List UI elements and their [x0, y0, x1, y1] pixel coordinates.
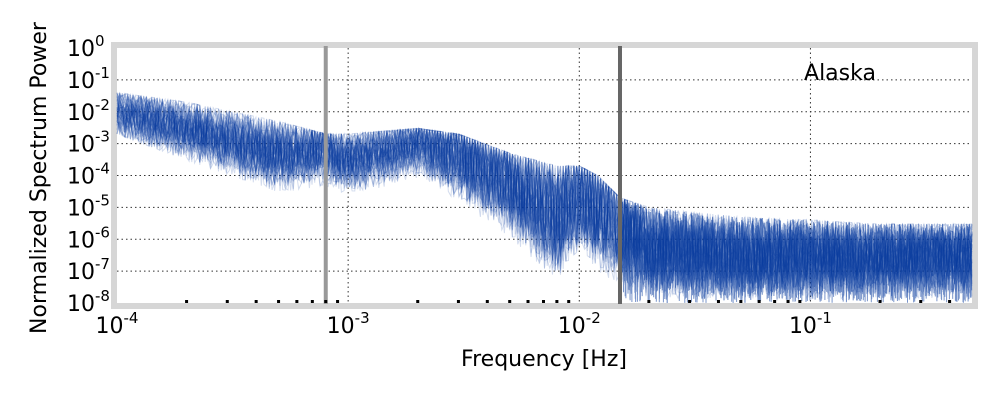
x-minor-tick: [295, 300, 299, 303]
x-minor-tick: [416, 300, 420, 303]
y-tick-label: 10-2: [67, 96, 110, 126]
vertical-markers: [323, 46, 622, 304]
x-minor-tick: [555, 300, 559, 303]
x-minor-tick: [919, 300, 923, 303]
x-minor-tick: [324, 300, 328, 303]
x-minor-tick: [798, 300, 802, 303]
y-tick-label: 10-6: [67, 223, 110, 253]
x-tick-label: 10-2: [558, 309, 601, 339]
y-tick-label: 10-7: [67, 255, 110, 285]
x-tick-label: 10-1: [789, 309, 832, 339]
x-minor-tick: [647, 300, 651, 303]
x-minor-tick: [456, 300, 460, 303]
region-annotation: Alaska: [804, 61, 876, 86]
x-minor-tick: [254, 300, 258, 303]
x-minor-tick: [773, 300, 777, 303]
x-tick-labels: 10-4 10-3 10-2 10-1: [96, 309, 832, 339]
spectrum-series-line: [116, 93, 973, 281]
x-minor-tick: [567, 300, 571, 303]
x-tick-label: 10-3: [327, 309, 370, 339]
x-minor-tick: [786, 300, 790, 303]
y-tick-label: 10-4: [67, 160, 110, 190]
y-tick-label: 10-3: [67, 128, 110, 158]
x-minor-tick: [225, 300, 229, 303]
grid-lines: [117, 48, 972, 303]
x-minor-tick: [948, 300, 952, 303]
minor-ticks: [185, 300, 952, 303]
x-minor-tick: [508, 300, 512, 303]
x-minor-tick: [878, 300, 882, 303]
x-minor-tick: [526, 300, 530, 303]
x-minor-tick: [485, 300, 489, 303]
y-tick-label: 10-1: [67, 64, 110, 94]
x-tick-label: 10-4: [96, 309, 139, 339]
y-tick-label: 10-5: [67, 191, 110, 221]
x-minor-tick: [716, 300, 720, 303]
x-minor-tick: [688, 300, 692, 303]
y-axis-label: Normalized Spectrum Power: [27, 21, 52, 334]
y-tick-label: 10-8: [67, 287, 110, 317]
x-axis-label: Frequency [Hz]: [461, 347, 627, 372]
spectrum-noise-band: [619, 201, 972, 303]
x-minor-tick: [185, 300, 189, 303]
x-minor-tick: [757, 300, 761, 303]
x-minor-tick: [310, 300, 314, 303]
x-minor-tick: [739, 300, 743, 303]
series-layer: [116, 91, 973, 303]
x-minor-tick: [336, 300, 340, 303]
x-minor-tick: [541, 300, 545, 303]
y-tick-label: 100: [67, 32, 105, 62]
x-minor-tick: [277, 300, 281, 303]
